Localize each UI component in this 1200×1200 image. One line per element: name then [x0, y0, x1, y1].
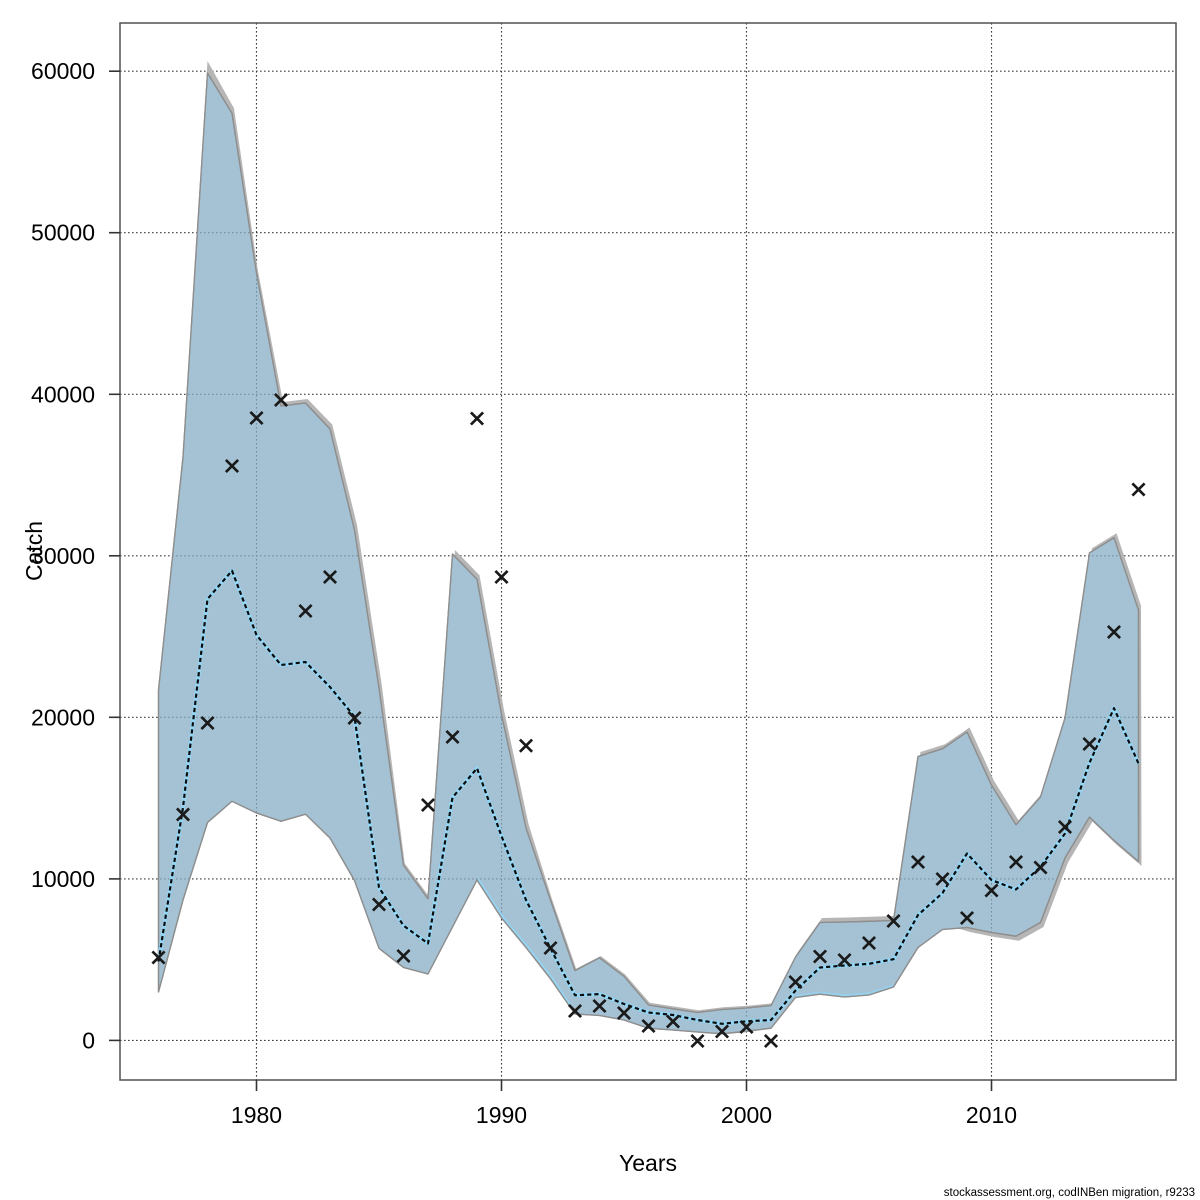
svg-text:50000: 50000	[31, 220, 95, 246]
svg-text:Catch: Catch	[21, 521, 47, 581]
svg-text:60000: 60000	[31, 58, 95, 84]
svg-text:0: 0	[82, 1027, 95, 1053]
svg-text:30000: 30000	[31, 543, 95, 569]
svg-text:1980: 1980	[231, 1102, 282, 1128]
svg-text:2000: 2000	[721, 1102, 772, 1128]
svg-text:40000: 40000	[31, 381, 95, 407]
svg-text:2010: 2010	[966, 1102, 1017, 1128]
svg-text:10000: 10000	[31, 866, 95, 892]
svg-text:20000: 20000	[31, 704, 95, 730]
svg-text:Years: Years	[619, 1150, 677, 1176]
svg-text:stockassessment.org, codINBen: stockassessment.org, codINBen migration,…	[944, 1187, 1195, 1199]
svg-text:1990: 1990	[476, 1102, 527, 1128]
